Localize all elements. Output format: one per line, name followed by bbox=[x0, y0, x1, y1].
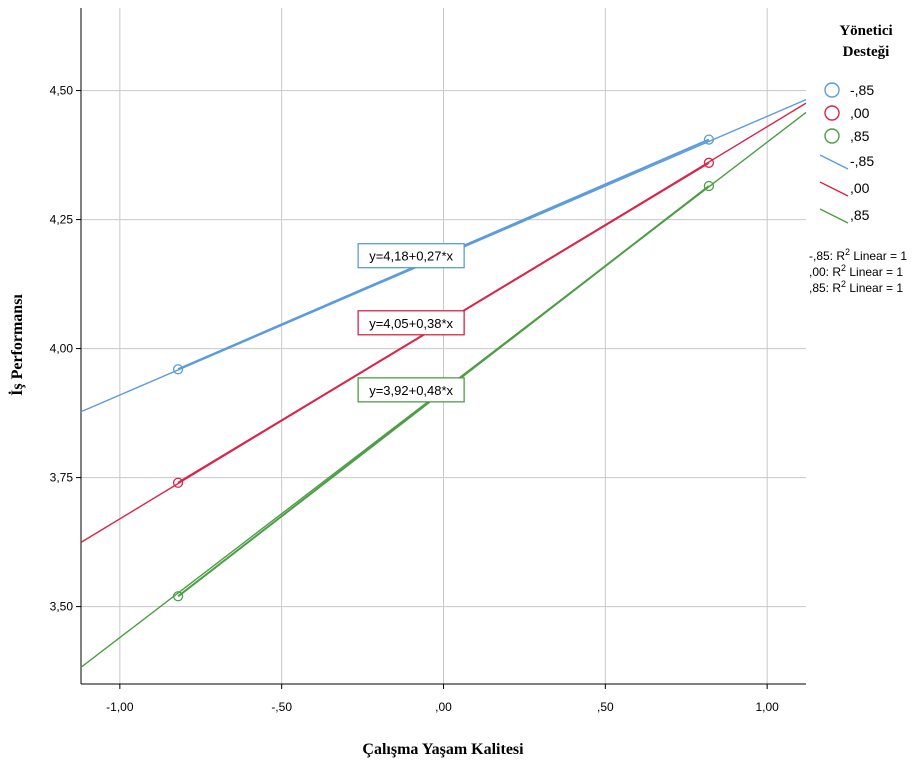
x-axis-title: Çalışma Yaşam Kalitesi bbox=[362, 741, 524, 758]
data-point bbox=[703, 134, 715, 145]
data-point bbox=[172, 477, 184, 488]
legend-title-line2: Desteği bbox=[843, 44, 890, 60]
y-tick-label: 3,75 bbox=[50, 471, 74, 485]
x-tick-label: -,50 bbox=[271, 700, 292, 714]
equation-label: y=3,92+0,48*x bbox=[369, 383, 453, 398]
y-axis-title: İş Performansı bbox=[7, 294, 26, 396]
equation-box bbox=[357, 243, 465, 269]
legend-r2-label: -,85: R2 Linear = 1 bbox=[809, 247, 907, 263]
x-tick-label: ,00 bbox=[435, 700, 452, 714]
legend: Yönetici Desteği -,85 ,00 ,85 -,85 ,00 ,85 -,8… bbox=[809, 23, 907, 295]
axes: -1,00 -,50 ,00 ,50 1,00 3,50 3,75 4,00 4,25 4,50 bbox=[50, 8, 806, 714]
grid bbox=[81, 8, 806, 684]
y-tick-label: 4,25 bbox=[50, 213, 74, 227]
legend-r2-label: ,00: R2 Linear = 1 bbox=[809, 263, 903, 279]
legend-line-sample bbox=[819, 181, 849, 197]
legend-marker-label: ,00 bbox=[850, 105, 870, 121]
legend-marker-label: -,85 bbox=[850, 82, 874, 98]
legend-marker-label: ,85 bbox=[850, 128, 870, 144]
equation-labels: y=4,18+0,27*x y=4,05+0,38*x y=3,92+0,48*x bbox=[357, 243, 465, 403]
legend-title-line1: Yönetici bbox=[839, 23, 892, 39]
legend-marker bbox=[824, 82, 840, 98]
legend-marker bbox=[824, 105, 840, 121]
legend-line-label: ,00 bbox=[850, 180, 870, 196]
legend-line-sample bbox=[819, 208, 849, 224]
legend-line-label: ,85 bbox=[850, 207, 870, 223]
x-tick-label: 1,00 bbox=[755, 700, 779, 714]
y-tick-label: 3,50 bbox=[50, 600, 74, 614]
data-point bbox=[172, 591, 184, 602]
legend-marker bbox=[824, 128, 840, 144]
data-point bbox=[703, 180, 715, 192]
equation-label: y=4,18+0,27*x bbox=[369, 249, 453, 264]
legend-line-sample bbox=[819, 154, 849, 170]
equation-box bbox=[357, 310, 465, 336]
data-point bbox=[703, 157, 715, 168]
x-tick-label: -1,00 bbox=[106, 700, 134, 714]
legend-r2-label: ,85: R2 Linear = 1 bbox=[809, 279, 903, 295]
y-tick-label: 4,00 bbox=[50, 342, 74, 356]
y-tick-label: 4,50 bbox=[50, 84, 74, 98]
equation-label: y=4,05+0,38*x bbox=[369, 316, 453, 331]
x-tick-label: ,50 bbox=[597, 700, 614, 714]
data-point bbox=[172, 364, 184, 375]
legend-line-label: -,85 bbox=[850, 153, 874, 169]
equation-box bbox=[357, 377, 465, 403]
